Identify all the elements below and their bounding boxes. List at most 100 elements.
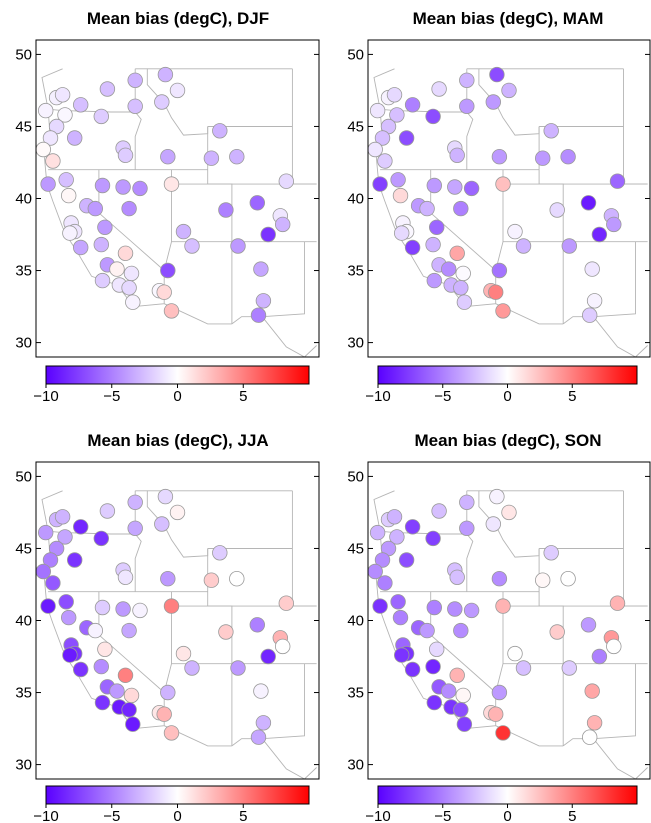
station-point	[543, 545, 559, 561]
station-point	[491, 684, 508, 701]
y-tick-label: 35	[347, 263, 364, 280]
station-point	[127, 98, 143, 115]
station-point	[42, 130, 59, 146]
station-point	[377, 575, 393, 591]
station-point	[117, 569, 134, 586]
station-point	[125, 294, 141, 310]
station-point	[42, 552, 59, 568]
station-point	[453, 200, 469, 217]
station-point	[591, 226, 608, 243]
station-point	[255, 293, 272, 309]
station-point	[491, 571, 508, 587]
station-point	[419, 200, 435, 217]
station-point	[456, 716, 473, 732]
station-point	[72, 519, 89, 535]
station-point	[54, 87, 71, 103]
colorbar-tick-label: 5	[568, 388, 576, 405]
state-boundary	[466, 490, 540, 558]
station-point	[117, 667, 134, 684]
station-point	[453, 622, 469, 639]
station-point	[45, 575, 61, 591]
station-point	[425, 236, 441, 253]
station-point	[154, 516, 170, 532]
station-point	[40, 176, 56, 192]
station-point	[425, 108, 441, 125]
station-point	[426, 272, 443, 289]
station-point	[218, 202, 234, 218]
station-point	[123, 687, 140, 704]
station-point	[392, 187, 409, 204]
station-point	[449, 245, 465, 262]
map-boundaries	[36, 66, 317, 357]
station-point	[449, 667, 465, 684]
station-point	[36, 563, 51, 580]
station-point	[429, 641, 445, 658]
y-tick-label: 45	[15, 118, 32, 135]
station-point	[455, 265, 471, 282]
station-point	[453, 280, 469, 296]
station-point	[591, 648, 608, 665]
station-point	[453, 702, 469, 718]
station-point	[249, 617, 265, 633]
station-point	[154, 94, 170, 110]
station-point	[549, 624, 565, 640]
y-tick-label: 35	[15, 685, 32, 702]
station-point	[45, 153, 61, 169]
station-point	[94, 272, 111, 289]
station-point	[561, 660, 578, 676]
state-boundary	[466, 490, 474, 592]
colorbar	[377, 365, 638, 385]
station-point	[99, 81, 116, 97]
station-point	[163, 725, 180, 741]
station-point	[121, 702, 137, 718]
station-point	[515, 238, 532, 254]
state-boundary	[135, 490, 209, 558]
station-point	[495, 598, 511, 614]
state-boundary	[231, 663, 305, 747]
station-point	[157, 488, 174, 505]
station-point	[582, 307, 598, 323]
station-point	[218, 624, 234, 640]
panel-title: Mean bias (degC), SON	[414, 431, 601, 450]
station-point	[419, 622, 435, 639]
state-boundary	[134, 490, 142, 592]
station-point	[489, 488, 505, 505]
state-boundary	[593, 316, 648, 357]
station-point	[495, 725, 511, 741]
station-point	[535, 150, 551, 166]
station-point	[560, 571, 576, 587]
station-point	[93, 108, 110, 125]
station-point	[447, 601, 463, 617]
station-point	[40, 598, 56, 614]
station-point	[374, 552, 391, 568]
station-point	[394, 225, 410, 241]
station-point	[163, 303, 180, 319]
station-point	[66, 552, 83, 568]
map-boundaries	[368, 66, 648, 357]
station-point	[390, 594, 406, 610]
station-point	[230, 660, 246, 676]
y-tick-label: 50	[347, 468, 364, 485]
station-point	[459, 520, 475, 537]
state-boundary	[291, 68, 317, 185]
station-point	[584, 683, 600, 699]
y-tick-label: 30	[347, 335, 364, 352]
station-point	[184, 660, 200, 676]
station-point	[250, 729, 267, 745]
y-tick-label: 50	[15, 468, 32, 485]
station-point	[389, 529, 405, 545]
station-point	[60, 187, 77, 204]
station-point	[249, 195, 265, 211]
station-point	[372, 598, 388, 614]
state-boundary	[135, 68, 209, 136]
y-tick-label: 35	[347, 685, 364, 702]
panel-title: Mean bias (degC), MAM	[413, 9, 604, 28]
station-point	[606, 638, 622, 655]
station-point	[54, 509, 71, 525]
y-tick-label: 35	[15, 263, 32, 280]
station-point	[368, 563, 383, 580]
station-point	[372, 176, 388, 192]
y-tick-label: 45	[347, 118, 364, 135]
station-point	[253, 261, 269, 277]
